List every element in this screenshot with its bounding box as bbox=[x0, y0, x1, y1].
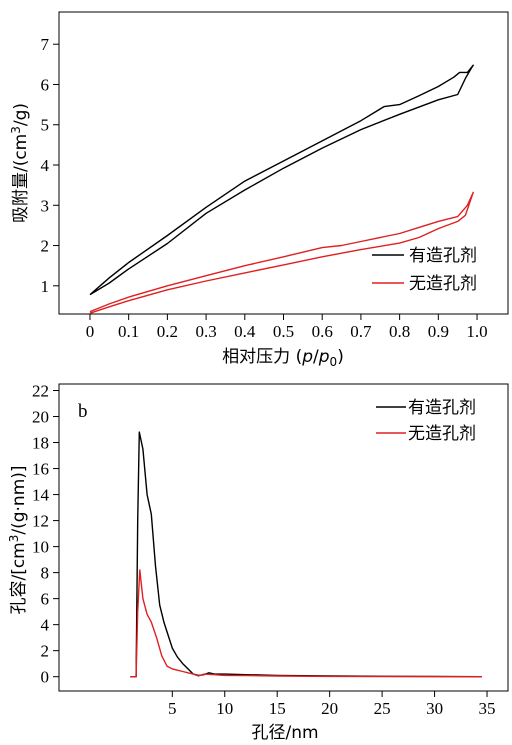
legend-label-without-agent-b: 无造孔剂 bbox=[408, 424, 476, 444]
x-tick-label: 1.0 bbox=[466, 322, 487, 341]
series-line-without-agent bbox=[89, 191, 474, 314]
y-tick-label: 20 bbox=[32, 408, 49, 427]
series-group-a bbox=[89, 64, 474, 314]
x-tick-label: 0.4 bbox=[234, 322, 256, 341]
y-axis-label-b-sup: 3 bbox=[7, 535, 21, 543]
y-tick-label: 3 bbox=[41, 196, 50, 215]
legend-label-with-agent: 有造孔剂 bbox=[409, 246, 477, 266]
x-tick-label: 0.8 bbox=[389, 322, 410, 341]
y-tick-label: 10 bbox=[32, 538, 49, 557]
x-axis-label-a-slash: / bbox=[313, 347, 319, 367]
x-axis-label-a-p0: p bbox=[318, 347, 330, 367]
x-tick-label: 10 bbox=[216, 699, 233, 718]
x-axis-ticks-b: 5 10 15 20 25 30 35 bbox=[168, 691, 496, 718]
y-axis-label-b-suffix: /(g·nm)] bbox=[9, 465, 29, 534]
x-tick-label: 5 bbox=[168, 699, 177, 718]
y-tick-label: 22 bbox=[32, 382, 49, 401]
y-axis-ticks-b: 0 2 4 6 8 10 12 14 16 18 20 22 bbox=[32, 382, 59, 687]
legend-label-without-agent: 无造孔剂 bbox=[409, 274, 477, 294]
series-line-without-agent bbox=[130, 569, 482, 678]
legend-label-with-agent-b: 有造孔剂 bbox=[408, 398, 476, 418]
x-tick-label: 0.2 bbox=[157, 322, 178, 341]
y-tick-label: 2 bbox=[41, 642, 50, 661]
plot-frame-b bbox=[58, 383, 509, 692]
x-axis-label-a-suffix: ) bbox=[337, 347, 344, 367]
x-tick-label: 20 bbox=[321, 699, 338, 718]
x-tick-label: 30 bbox=[426, 699, 443, 718]
x-tick-label: 0.3 bbox=[195, 322, 216, 341]
x-tick-label: 0 bbox=[86, 322, 95, 341]
panel-label-b: b bbox=[78, 401, 88, 422]
legend-b: 有造孔剂 无造孔剂 bbox=[376, 398, 476, 444]
y-tick-label: 16 bbox=[32, 460, 49, 479]
y-tick-label: 6 bbox=[41, 590, 50, 609]
x-axis-label-a-sub: 0 bbox=[330, 355, 338, 369]
y-tick-label: 18 bbox=[32, 434, 49, 453]
y-axis-label-b-prefix: 孔容/[cm bbox=[9, 542, 29, 614]
plot-frame-a bbox=[58, 11, 509, 315]
series-line-with-agent bbox=[89, 64, 474, 296]
y-axis-ticks-a: 1 2 3 4 5 6 7 bbox=[41, 35, 59, 296]
panel-b: 5 10 15 20 25 30 35 0 2 4 6 8 10 12 14 16 18 20 22 b 有造孔剂… bbox=[7, 382, 509, 743]
y-tick-label: 5 bbox=[41, 116, 50, 135]
x-tick-label: 0.1 bbox=[118, 322, 139, 341]
legend-a: 有造孔剂 无造孔剂 bbox=[372, 246, 477, 294]
y-axis-label-a-prefix: 吸附量/(cm bbox=[11, 134, 31, 223]
y-axis-label-b: 孔容/[cm3/(g·nm)] bbox=[7, 465, 29, 614]
y-tick-label: 8 bbox=[41, 564, 50, 583]
y-tick-label: 0 bbox=[41, 668, 50, 687]
series-line-with-agent bbox=[130, 431, 482, 678]
x-tick-label: 0.5 bbox=[273, 322, 294, 341]
x-tick-label: 25 bbox=[374, 699, 391, 718]
x-tick-label: 0.6 bbox=[312, 322, 333, 341]
x-axis-ticks-a: 0 0.1 0.2 0.3 0.4 0.5 0.6 0.7 0.8 0.9 1.0 bbox=[86, 314, 488, 341]
x-tick-label: 15 bbox=[269, 699, 286, 718]
y-tick-label: 2 bbox=[41, 237, 50, 256]
y-tick-label: 4 bbox=[41, 616, 50, 635]
x-tick-label: 0.7 bbox=[350, 322, 372, 341]
y-axis-label-a: 吸附量/(cm3/g) bbox=[9, 103, 31, 223]
x-tick-label: 0.9 bbox=[428, 322, 449, 341]
x-axis-label-a-prefix: 相对压力 ( bbox=[222, 347, 302, 367]
y-tick-label: 6 bbox=[41, 75, 50, 94]
y-tick-label: 14 bbox=[32, 486, 50, 505]
y-axis-label-a-suffix: /g) bbox=[11, 103, 31, 126]
y-tick-label: 12 bbox=[32, 512, 49, 531]
x-axis-label-b: 孔径/nm bbox=[251, 723, 318, 743]
y-axis-label-a-sup: 3 bbox=[9, 126, 23, 134]
panel-a: 0 0.1 0.2 0.3 0.4 0.5 0.6 0.7 0.8 0.9 1.0 1234567 … bbox=[9, 11, 509, 369]
x-axis-label-a-p: p bbox=[301, 347, 313, 367]
x-axis-label-a: 相对压力 (p/p0) bbox=[222, 347, 344, 369]
y-tick-label: 4 bbox=[41, 156, 50, 175]
series-group-b bbox=[130, 431, 482, 678]
y-tick-label: 1 bbox=[41, 277, 50, 296]
x-tick-label: 35 bbox=[479, 699, 496, 718]
y-tick-label: 7 bbox=[41, 35, 50, 54]
